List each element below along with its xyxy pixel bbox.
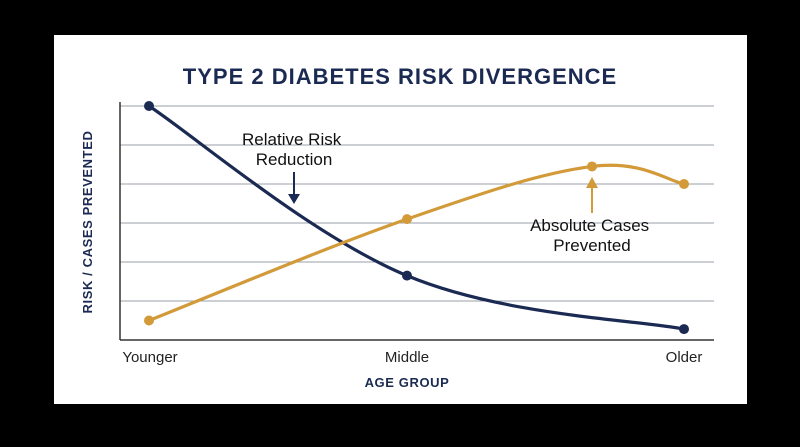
x-tick-label: Older — [666, 349, 703, 366]
annotation-arrowhead — [288, 194, 300, 204]
annotation-arrowhead — [586, 177, 598, 188]
annotation-line: Reduction — [256, 150, 333, 169]
annotation-line: Relative Risk — [242, 130, 342, 149]
series-layer — [144, 101, 689, 335]
chart-title: TYPE 2 DIABETES RISK DIVERGENCE — [183, 64, 617, 89]
data-point — [144, 101, 154, 111]
data-point — [587, 161, 597, 172]
annotation-line: Absolute Cases — [530, 216, 649, 235]
annotation-relative-risk: Relative Risk Reduction — [242, 130, 346, 204]
data-point — [679, 179, 689, 189]
data-point — [679, 324, 689, 335]
x-axis-title: AGE GROUP — [365, 375, 450, 390]
series-line-absolute-cases — [147, 163, 686, 323]
y-axis-title: RISK / CASES PREVENTED — [80, 131, 95, 314]
chart-card — [54, 35, 747, 404]
x-tick-label: Middle — [385, 349, 429, 366]
x-tick-labels: Younger Middle Older — [122, 349, 702, 366]
svg-text:Absolute Cases Prevented: Absolute Cases Prevented — [530, 216, 654, 255]
annotation-line: Prevented — [553, 236, 631, 255]
annotation-absolute-cases: Absolute Cases Prevented — [530, 177, 654, 255]
data-point — [402, 270, 412, 281]
x-tick-label: Younger — [122, 349, 177, 366]
svg-text:Relative Risk Reduction: Relative Risk Reduction — [242, 130, 346, 169]
data-point — [144, 315, 154, 326]
gridlines — [120, 105, 714, 302]
data-point — [402, 214, 412, 225]
axes — [119, 102, 714, 341]
